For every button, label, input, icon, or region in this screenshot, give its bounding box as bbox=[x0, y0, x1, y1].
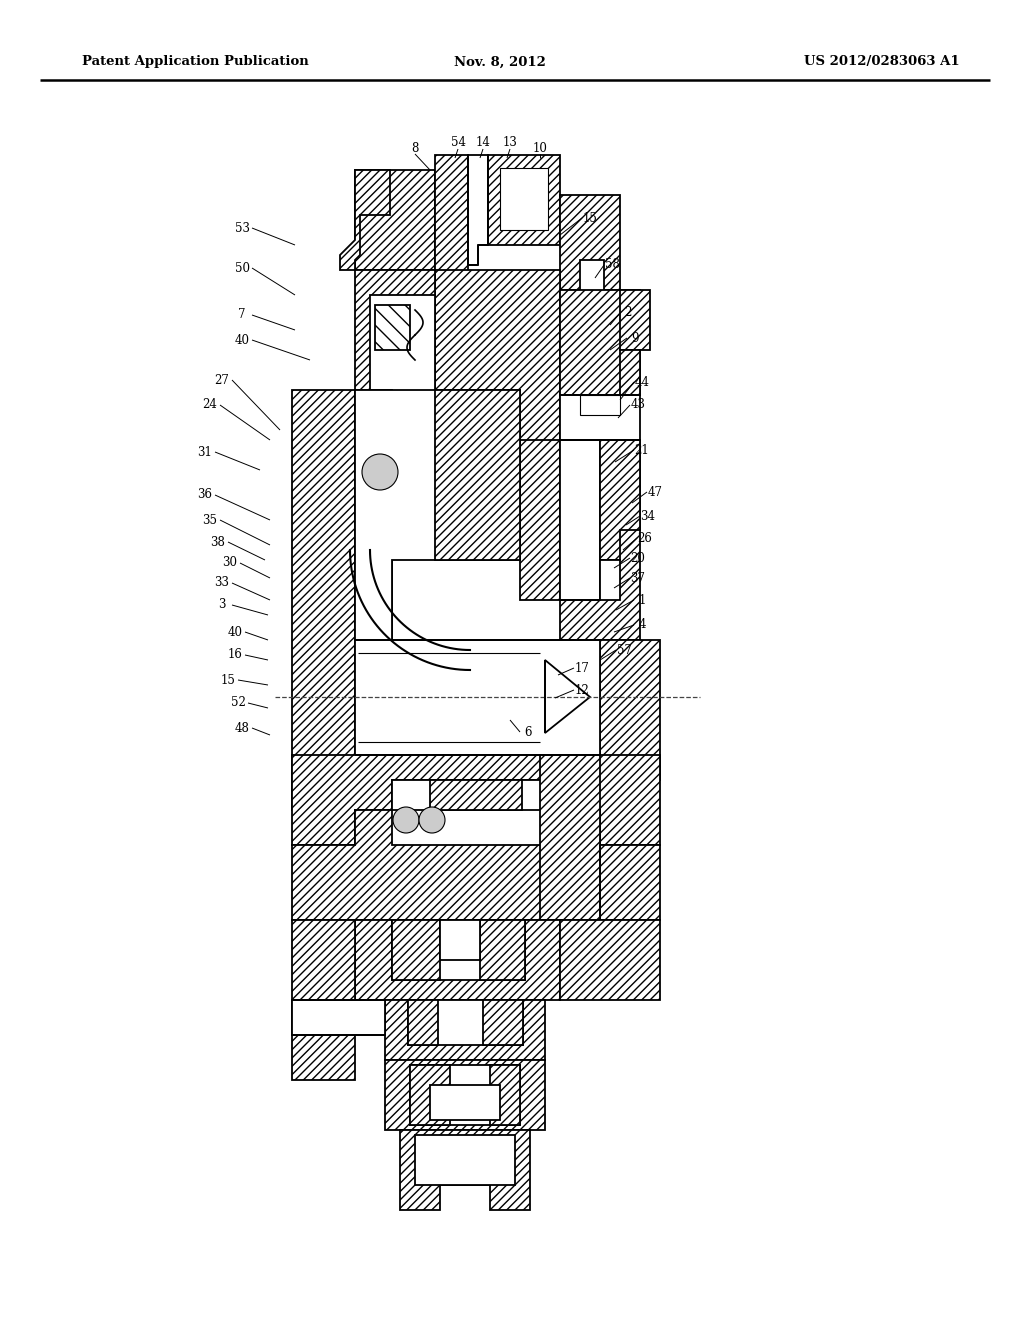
Polygon shape bbox=[560, 395, 640, 440]
Polygon shape bbox=[488, 154, 560, 246]
Text: 13: 13 bbox=[503, 136, 517, 149]
Text: 15: 15 bbox=[583, 211, 597, 224]
Text: 27: 27 bbox=[215, 374, 229, 387]
Polygon shape bbox=[490, 1065, 520, 1125]
Text: 4: 4 bbox=[638, 619, 646, 631]
Polygon shape bbox=[415, 1135, 515, 1185]
Text: 50: 50 bbox=[234, 261, 250, 275]
Text: 35: 35 bbox=[203, 513, 217, 527]
Polygon shape bbox=[540, 755, 600, 920]
Polygon shape bbox=[355, 271, 435, 395]
Text: 14: 14 bbox=[475, 136, 490, 149]
Polygon shape bbox=[292, 1001, 385, 1035]
Text: 15: 15 bbox=[220, 673, 236, 686]
Polygon shape bbox=[560, 290, 640, 395]
Polygon shape bbox=[560, 440, 640, 640]
Polygon shape bbox=[500, 168, 548, 230]
Polygon shape bbox=[410, 1065, 520, 1125]
Polygon shape bbox=[292, 810, 660, 920]
Polygon shape bbox=[392, 780, 560, 810]
Polygon shape bbox=[375, 305, 410, 350]
Text: 3: 3 bbox=[218, 598, 225, 611]
Polygon shape bbox=[620, 350, 640, 395]
Polygon shape bbox=[560, 195, 620, 290]
Polygon shape bbox=[480, 920, 525, 979]
Polygon shape bbox=[600, 640, 660, 780]
Polygon shape bbox=[483, 1001, 523, 1045]
Text: 34: 34 bbox=[640, 510, 655, 523]
Polygon shape bbox=[292, 389, 355, 830]
Text: 8: 8 bbox=[412, 141, 419, 154]
Text: 1: 1 bbox=[638, 594, 646, 606]
Text: 33: 33 bbox=[214, 577, 229, 590]
Text: 21: 21 bbox=[635, 444, 649, 457]
Polygon shape bbox=[468, 154, 488, 265]
Text: 10: 10 bbox=[532, 141, 548, 154]
Polygon shape bbox=[520, 440, 560, 601]
Text: 20: 20 bbox=[631, 552, 645, 565]
Text: 2: 2 bbox=[625, 306, 632, 319]
Polygon shape bbox=[430, 1085, 500, 1119]
Text: 24: 24 bbox=[203, 399, 217, 412]
Polygon shape bbox=[355, 389, 520, 660]
Circle shape bbox=[362, 454, 398, 490]
Polygon shape bbox=[435, 154, 468, 280]
Polygon shape bbox=[560, 920, 660, 1001]
Polygon shape bbox=[600, 440, 640, 560]
Text: 57: 57 bbox=[616, 644, 632, 656]
Polygon shape bbox=[355, 640, 600, 755]
Circle shape bbox=[393, 807, 419, 833]
Text: 12: 12 bbox=[574, 684, 590, 697]
Circle shape bbox=[419, 807, 445, 833]
Text: Nov. 8, 2012: Nov. 8, 2012 bbox=[454, 55, 546, 69]
Text: 31: 31 bbox=[198, 446, 212, 458]
Text: 53: 53 bbox=[234, 222, 250, 235]
Text: Patent Application Publication: Patent Application Publication bbox=[82, 55, 309, 69]
Text: 54: 54 bbox=[451, 136, 466, 149]
Polygon shape bbox=[355, 389, 392, 660]
Polygon shape bbox=[560, 440, 600, 601]
Polygon shape bbox=[408, 1001, 438, 1045]
Text: US 2012/0283063 A1: US 2012/0283063 A1 bbox=[805, 55, 961, 69]
Text: 26: 26 bbox=[638, 532, 652, 544]
Text: 58: 58 bbox=[604, 259, 620, 272]
Polygon shape bbox=[620, 290, 650, 350]
Text: 48: 48 bbox=[234, 722, 250, 734]
Polygon shape bbox=[600, 560, 620, 601]
Polygon shape bbox=[580, 395, 620, 414]
Text: 38: 38 bbox=[211, 536, 225, 549]
Polygon shape bbox=[355, 170, 435, 271]
Polygon shape bbox=[385, 1060, 545, 1130]
Polygon shape bbox=[545, 660, 590, 733]
Text: 47: 47 bbox=[647, 486, 663, 499]
Polygon shape bbox=[435, 271, 560, 450]
Text: 16: 16 bbox=[227, 648, 243, 661]
Polygon shape bbox=[292, 755, 660, 845]
Text: 36: 36 bbox=[198, 488, 213, 502]
Text: 40: 40 bbox=[234, 334, 250, 346]
Polygon shape bbox=[400, 1130, 530, 1210]
Polygon shape bbox=[392, 920, 525, 979]
Polygon shape bbox=[410, 1065, 450, 1125]
Polygon shape bbox=[292, 920, 355, 1080]
Polygon shape bbox=[355, 920, 560, 1001]
Polygon shape bbox=[440, 920, 480, 960]
Polygon shape bbox=[430, 780, 522, 810]
Polygon shape bbox=[408, 1001, 523, 1045]
Text: 7: 7 bbox=[239, 309, 246, 322]
Text: 6: 6 bbox=[524, 726, 531, 738]
Text: 40: 40 bbox=[227, 626, 243, 639]
Text: 17: 17 bbox=[574, 661, 590, 675]
Polygon shape bbox=[340, 170, 390, 271]
Polygon shape bbox=[392, 920, 440, 979]
Text: 44: 44 bbox=[635, 375, 649, 388]
Text: 37: 37 bbox=[631, 572, 645, 585]
Text: 52: 52 bbox=[230, 697, 246, 710]
Text: 9: 9 bbox=[631, 331, 639, 345]
Text: 30: 30 bbox=[222, 557, 238, 569]
Polygon shape bbox=[385, 1001, 545, 1060]
Text: 43: 43 bbox=[631, 399, 645, 412]
Polygon shape bbox=[370, 294, 435, 395]
Polygon shape bbox=[435, 389, 520, 560]
